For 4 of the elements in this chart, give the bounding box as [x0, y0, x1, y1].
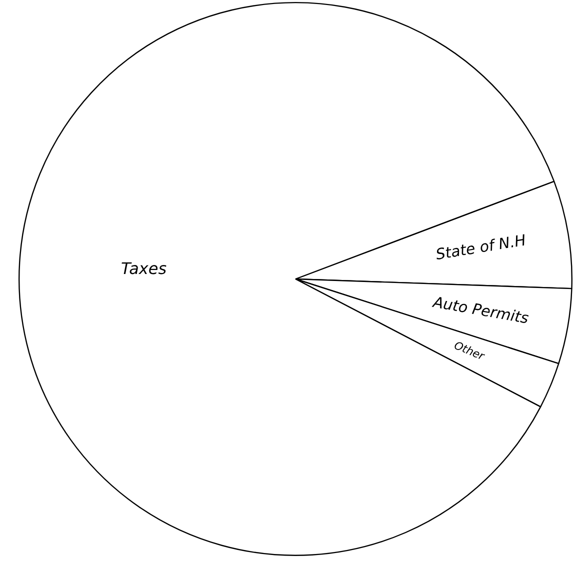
slice-label: Other — [452, 338, 488, 364]
slice-label: State of N.H — [434, 231, 528, 264]
slice-label: Auto Permits — [430, 292, 530, 328]
slice-label: Taxes — [120, 259, 167, 278]
